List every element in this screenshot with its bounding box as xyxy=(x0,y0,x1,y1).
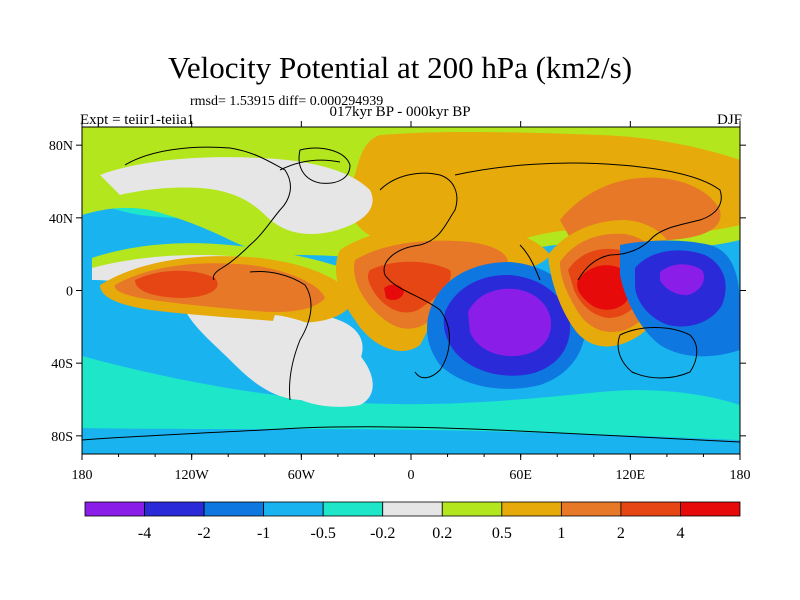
colorbar-label: -1 xyxy=(257,525,270,542)
y-tick-label: 40S xyxy=(51,357,73,372)
colorbar-label: 1 xyxy=(557,525,565,542)
field-neutral-north xyxy=(100,157,373,235)
field-deepred-asia xyxy=(577,265,631,310)
colorbar-swatch xyxy=(322,501,384,517)
coast-antarctica xyxy=(82,426,740,443)
colorbar-swatch xyxy=(501,501,562,517)
y-axis: 80N 40N 0 40S 80S xyxy=(49,139,746,445)
coast-north-america xyxy=(124,146,341,281)
field-white-south-atlantic xyxy=(269,315,373,407)
x-tick-label: 180 xyxy=(72,468,93,483)
coast-australia xyxy=(617,327,698,379)
field-teal-south xyxy=(82,356,740,440)
coast-europe-africa xyxy=(379,172,458,379)
colorbar-swatch xyxy=(203,501,265,517)
y-tick-label: 80S xyxy=(51,430,73,445)
field-red-africa xyxy=(367,261,451,313)
colorbar: -4 -2 -1 -0.5 -0.2 0.2 0.5 1 2 4 xyxy=(84,501,741,542)
colorbar-label: -0.5 xyxy=(311,525,336,542)
field-deepred-africa xyxy=(384,284,404,300)
colorbar-label: -2 xyxy=(197,525,210,542)
x-tick-label: 120E xyxy=(616,468,646,483)
coast-asia xyxy=(454,162,722,281)
colorbar-swatch xyxy=(263,501,324,517)
colorbar-swatch xyxy=(620,501,681,517)
x-tick-label: 180 xyxy=(730,468,751,483)
experiment-label: Expt = teiir1-teiia1 xyxy=(80,112,195,128)
y-tick-label: 80N xyxy=(49,139,73,154)
x-tick-label: 60E xyxy=(509,468,532,483)
field-purple-pacific xyxy=(660,264,705,296)
x-tick-label: 0 xyxy=(408,468,415,483)
colorbar-label: 4 xyxy=(676,525,684,542)
colorbar-swatch xyxy=(441,501,503,517)
field-purple-indian xyxy=(468,288,552,357)
y-tick-label: 0 xyxy=(66,285,73,300)
colorbar-swatch xyxy=(382,501,443,517)
stats-line: rmsd= 1.53915 diff= 0.000294939 xyxy=(190,94,384,109)
x-tick-label: 120W xyxy=(175,468,210,483)
x-axis: 180 120W 60W 0 60E 120E 180 xyxy=(72,121,751,483)
plot-title: Velocity Potential at 200 hPa (km2/s) xyxy=(167,50,633,85)
colorbar-label: 0.2 xyxy=(432,525,452,542)
field-red-west xyxy=(135,270,218,298)
map-area xyxy=(81,126,741,455)
plot-subtitle: 017kyr BP - 000kyr BP xyxy=(329,104,471,120)
colorbar-swatch xyxy=(560,501,622,517)
coast-greenland xyxy=(298,147,351,184)
colorbar-label: 0.5 xyxy=(492,525,512,542)
colorbar-label: 2 xyxy=(617,525,625,542)
y-tick-label: 40N xyxy=(49,212,73,227)
colorbar-swatch xyxy=(680,501,741,517)
colorbar-label: -0.2 xyxy=(370,525,395,542)
season-label: DJF xyxy=(716,112,742,128)
x-tick-label: 60W xyxy=(288,468,316,483)
coast-south-america xyxy=(249,271,312,401)
contour-fields xyxy=(82,127,740,440)
colorbar-label: -4 xyxy=(138,525,151,542)
colorbar-swatch xyxy=(144,501,205,517)
colorbar-swatch xyxy=(84,501,145,517)
coast-india xyxy=(519,244,541,281)
coastlines xyxy=(82,146,740,443)
